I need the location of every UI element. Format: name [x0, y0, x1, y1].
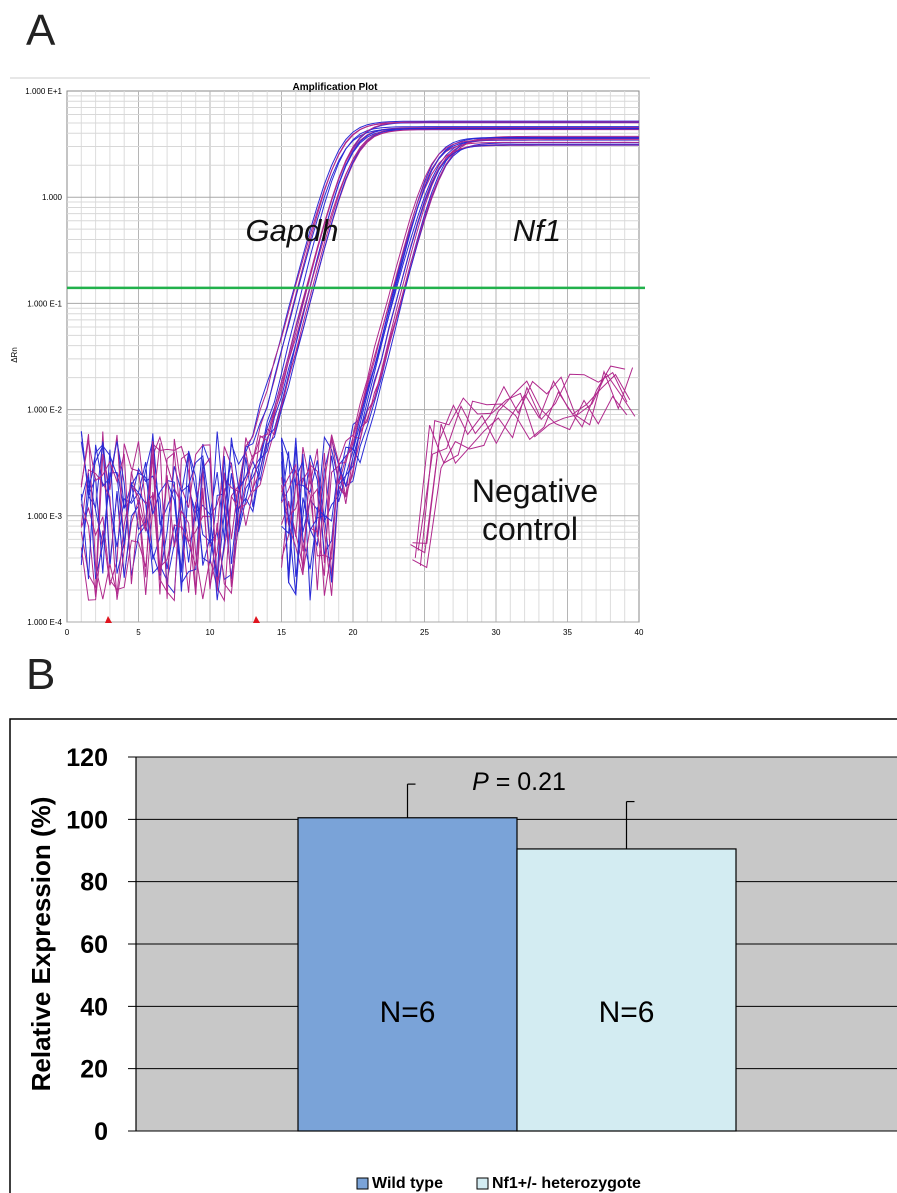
curve-negative-control: [412, 380, 628, 569]
bars: N=6 N=6: [297, 783, 737, 1132]
legend: Wild type Nf1+/- heterozygote: [356, 1175, 641, 1192]
x-tick-label: 10: [206, 628, 215, 637]
bar-label: N=6: [380, 996, 436, 1029]
y-tick-label: 1.000 E-3: [27, 512, 62, 521]
curve-nf1: [281, 137, 639, 570]
y-tick-label: 1.000 E+1: [25, 87, 62, 96]
bar-wild-type: [297, 817, 518, 1132]
chart-title: Amplification Plot: [293, 82, 379, 93]
y-tick-label: 20: [80, 1056, 108, 1084]
y-tick-label: 120: [66, 744, 108, 772]
y-tick-labels: 0 20 40 60 80 100 120: [66, 744, 108, 1146]
x-tick-label: 0: [65, 628, 70, 637]
legend-swatch-heterozygote: [476, 1177, 489, 1190]
curve-nf1: [281, 139, 639, 596]
y-tick-label: 1.000: [42, 193, 63, 202]
p-value-annotation: P = 0.21: [472, 768, 566, 796]
x-tick-label: 15: [277, 628, 286, 637]
curve-gapdh: [80, 128, 639, 577]
curve-gapdh: [80, 121, 639, 595]
bar-heterozygote: [516, 848, 737, 1132]
amplification-curves: [80, 120, 639, 603]
y-tick-labels: 1.000 E+1 1.000 1.000 E-1 1.000 E-2 1.000 E-…: [25, 87, 62, 627]
y-tick-label: 0: [94, 1118, 108, 1146]
curve-gapdh: [80, 120, 639, 592]
curve-gapdh: [80, 129, 639, 600]
y-tick-label: 100: [66, 806, 108, 834]
p-symbol: P: [472, 768, 489, 796]
marker-triangle: [105, 616, 112, 623]
x-tick-label: 5: [136, 628, 141, 637]
amplification-plot: Amplification Plot ΔRn 1.000 E+11.0001.0…: [10, 77, 650, 637]
y-tick-label: 1.000 E-1: [27, 299, 62, 308]
legend-label-wild-type: Wild type: [372, 1175, 443, 1192]
x-tick-labels: 0 5 10 15 20 25 30 35 40: [65, 628, 644, 637]
x-tick-label: 40: [635, 628, 644, 637]
marker-triangle: [253, 616, 260, 623]
legend-swatch-wild-type: [356, 1177, 369, 1190]
legend-label-heterozygote: Nf1+/- heterozygote: [492, 1175, 641, 1192]
panel-a-letter: A: [26, 6, 56, 55]
annotation-nf1: Nf1: [513, 213, 561, 248]
y-axis-label: ΔRn: [10, 347, 19, 363]
x-tick-label: 25: [420, 628, 429, 637]
x-tick-label: 20: [349, 628, 358, 637]
curve-negative-control: [417, 367, 634, 551]
y-tick-label: 1.000 E-2: [27, 406, 62, 415]
curve-nf1: [281, 141, 639, 576]
curve-negative-control: [410, 365, 626, 554]
panel-b-letter: B: [26, 650, 56, 699]
x-tick-label: 35: [563, 628, 572, 637]
y-tick-label: 80: [80, 869, 108, 897]
annotation-control: control: [482, 511, 578, 547]
y-tick-label: 1.000 E-4: [27, 618, 62, 627]
p-value: = 0.21: [489, 768, 566, 796]
curve-nf1: [281, 144, 639, 601]
y-axis-label: Relative Expression (%): [26, 797, 56, 1092]
y-tick-label: 40: [80, 993, 108, 1021]
bar-label: N=6: [599, 996, 655, 1029]
annotation-negative: Negative: [472, 473, 598, 509]
y-tick-label: 60: [80, 931, 108, 959]
x-tick-label: 30: [492, 628, 501, 637]
annotation-gapdh: Gapdh: [245, 213, 338, 248]
